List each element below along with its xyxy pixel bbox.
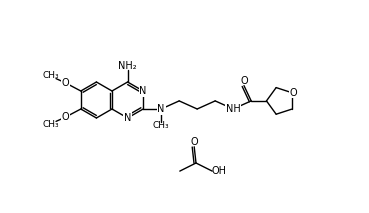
Text: NH: NH (226, 104, 241, 114)
Text: N: N (158, 104, 165, 114)
Text: O: O (62, 78, 69, 88)
Text: OH: OH (212, 166, 227, 176)
Text: O: O (190, 137, 198, 147)
Text: CH₃: CH₃ (153, 121, 169, 130)
Text: CH₃: CH₃ (43, 120, 59, 129)
Text: O: O (62, 112, 69, 122)
Text: N: N (139, 86, 147, 96)
Text: N: N (124, 113, 131, 123)
Text: O: O (240, 76, 248, 86)
Text: CH₃: CH₃ (43, 71, 59, 80)
Text: NH₂: NH₂ (118, 61, 137, 71)
Text: O: O (290, 88, 298, 98)
